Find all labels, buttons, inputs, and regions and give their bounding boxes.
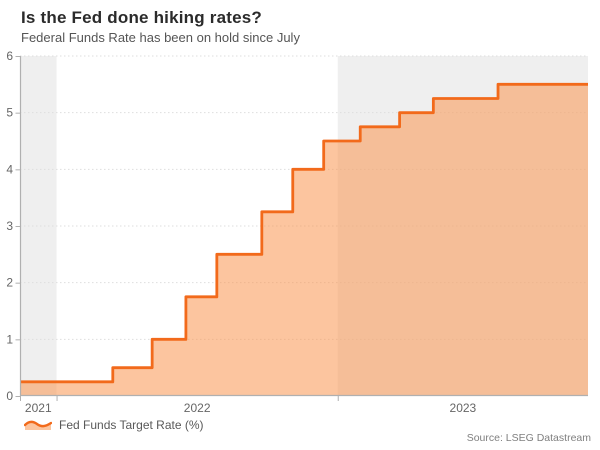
rate-step-line [20,82,588,384]
source-credit: Source: LSEG Datastream [466,432,591,444]
legend-label: Fed Funds Target Rate (%) [59,418,204,432]
y-axis-tick-label: 0 [6,389,13,403]
x-axis-tick-label: 2023 [450,401,477,415]
x-axis-tick-label: 2022 [184,401,211,415]
year-band [20,56,57,396]
rate-area-fill [20,84,588,396]
y-axis-tick-label: 5 [6,106,13,120]
y-axis-tick-label: 3 [6,219,13,233]
x-axis-tick-label: 2021 [25,401,52,415]
chart-title: Is the Fed done hiking rates? [21,8,263,27]
legend: Fed Funds Target Rate (%) [24,418,204,432]
y-axis-tick-label: 6 [6,49,13,63]
y-axis-tick-label: 2 [6,276,13,290]
y-axis-tick-label: 4 [6,162,13,176]
y-axis-tick-label: 1 [6,332,13,346]
chart-subtitle: Federal Funds Rate has been on hold sinc… [21,30,300,45]
area-series-swatch-icon [24,420,52,430]
